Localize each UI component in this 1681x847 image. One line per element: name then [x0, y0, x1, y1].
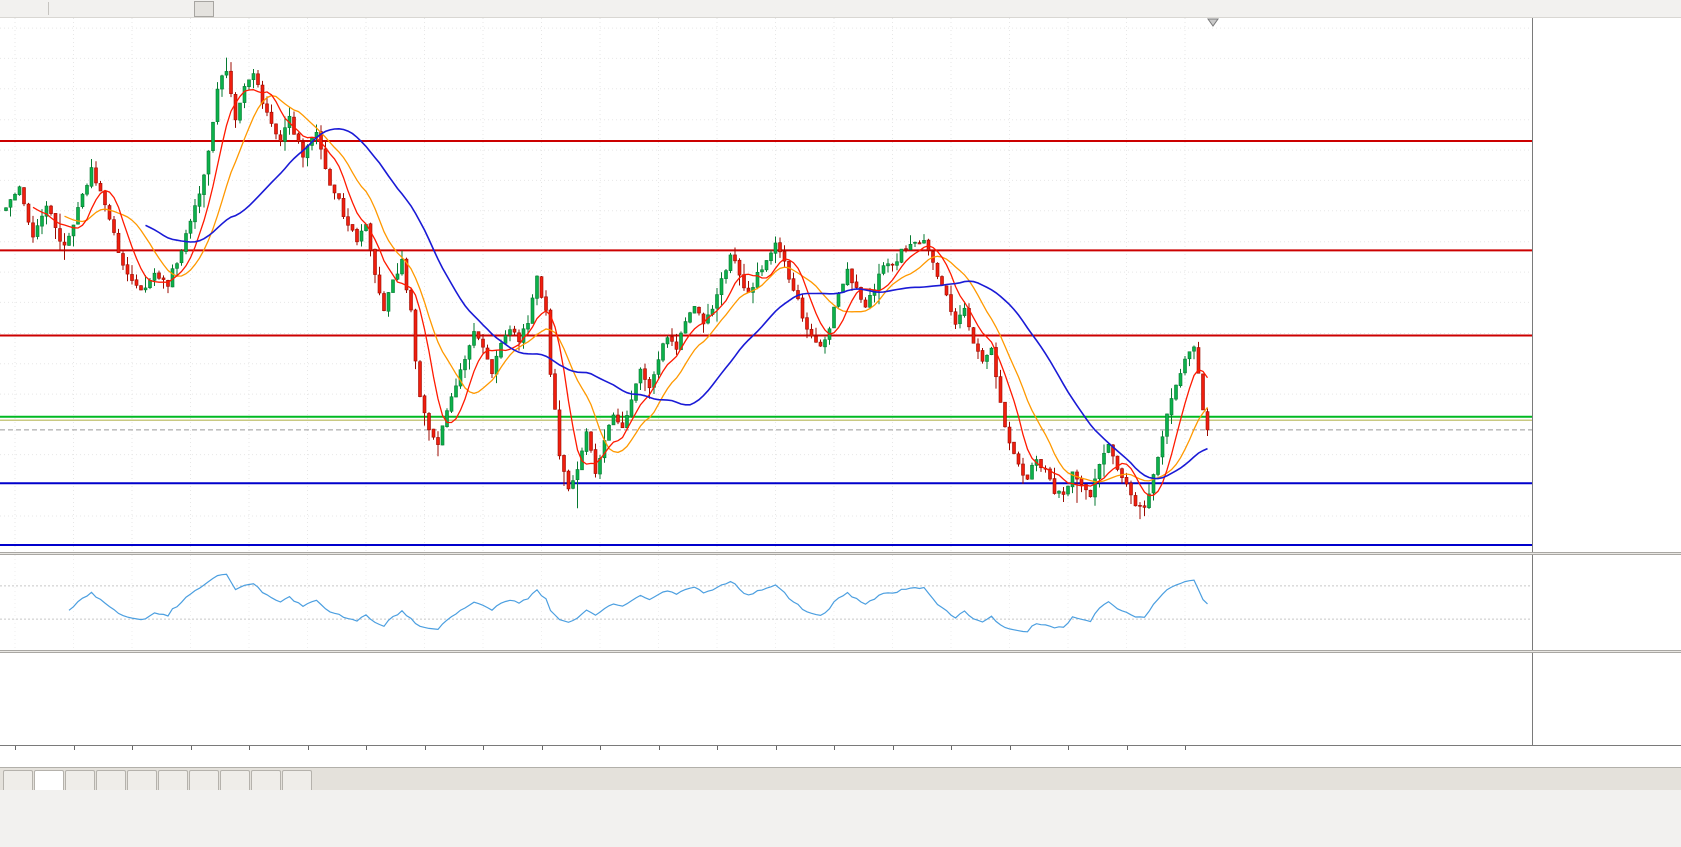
date-tick-mark [1068, 746, 1069, 750]
macd-indicator-panel[interactable] [0, 653, 1532, 745]
timeframe-button-m1[interactable] [68, 1, 88, 17]
date-tick-mark [892, 746, 894, 750]
date-tick-mark [717, 746, 718, 750]
text-tool-button[interactable] [3, 1, 23, 17]
timeframe-button-m15[interactable] [110, 1, 130, 17]
date-tick-mark [307, 746, 309, 750]
panel-splitter[interactable] [0, 552, 1681, 555]
timeframe-toolbar [68, 0, 256, 17]
chart-tab-xauusd-h1[interactable] [220, 770, 250, 790]
timeframe-button-d1[interactable] [194, 0, 214, 17]
chart-tab-bar [0, 767, 1681, 790]
date-tick-mark [1009, 746, 1011, 750]
chart-tab-eurusd-daily[interactable] [3, 770, 33, 790]
timeframe-button-h4[interactable] [173, 1, 193, 17]
date-tick-mark [424, 746, 426, 750]
timeframe-button-m30[interactable] [131, 1, 151, 17]
rsi-indicator-panel[interactable] [0, 555, 1532, 650]
date-tick-mark [775, 746, 777, 750]
toolbar-separator [48, 2, 49, 15]
date-tick-mark [541, 746, 543, 750]
date-tick-mark [132, 746, 133, 750]
date-tick-mark [15, 746, 16, 750]
timeframe-button-mn[interactable] [236, 1, 256, 17]
panel-splitter[interactable] [0, 650, 1681, 653]
date-tick-mark [73, 746, 75, 750]
timeframe-button-m5[interactable] [89, 1, 109, 17]
date-tick-mark [366, 746, 367, 750]
timeframe-button-h1[interactable] [152, 1, 172, 17]
date-tick-mark [190, 746, 192, 750]
chart-tab-eurusd-daily[interactable] [158, 770, 188, 790]
chart-shift-marker [1207, 18, 1219, 27]
date-axis[interactable] [0, 745, 1681, 767]
window-bottom-area [0, 790, 1681, 847]
chart-tab-hk50-h1[interactable] [251, 770, 281, 790]
chart-tab-audusd-h4[interactable] [65, 770, 95, 790]
date-tick-mark [658, 746, 660, 750]
chart-tab-usdchf-daily[interactable] [34, 770, 64, 790]
toolbar [0, 0, 1681, 18]
timeframe-button-w1[interactable] [215, 1, 235, 17]
date-tick-mark [1185, 746, 1186, 750]
date-tick-mark [951, 746, 952, 750]
date-tick-mark [834, 746, 835, 750]
price-axis[interactable] [1532, 18, 1681, 745]
date-tick-mark [483, 746, 484, 750]
candlestick-chart[interactable] [0, 18, 1532, 552]
chart-tab-usdcad-daily[interactable] [96, 770, 126, 790]
date-tick-mark [1126, 746, 1128, 750]
chart-tab-gbpusd-daily[interactable] [189, 770, 219, 790]
chart-tab-usdcnh-daily[interactable] [127, 770, 157, 790]
date-tick-mark [249, 746, 250, 750]
chart-tab-uk100-daily[interactable] [282, 770, 312, 790]
date-tick-mark [600, 746, 601, 750]
draw-tool-button[interactable] [23, 1, 43, 17]
